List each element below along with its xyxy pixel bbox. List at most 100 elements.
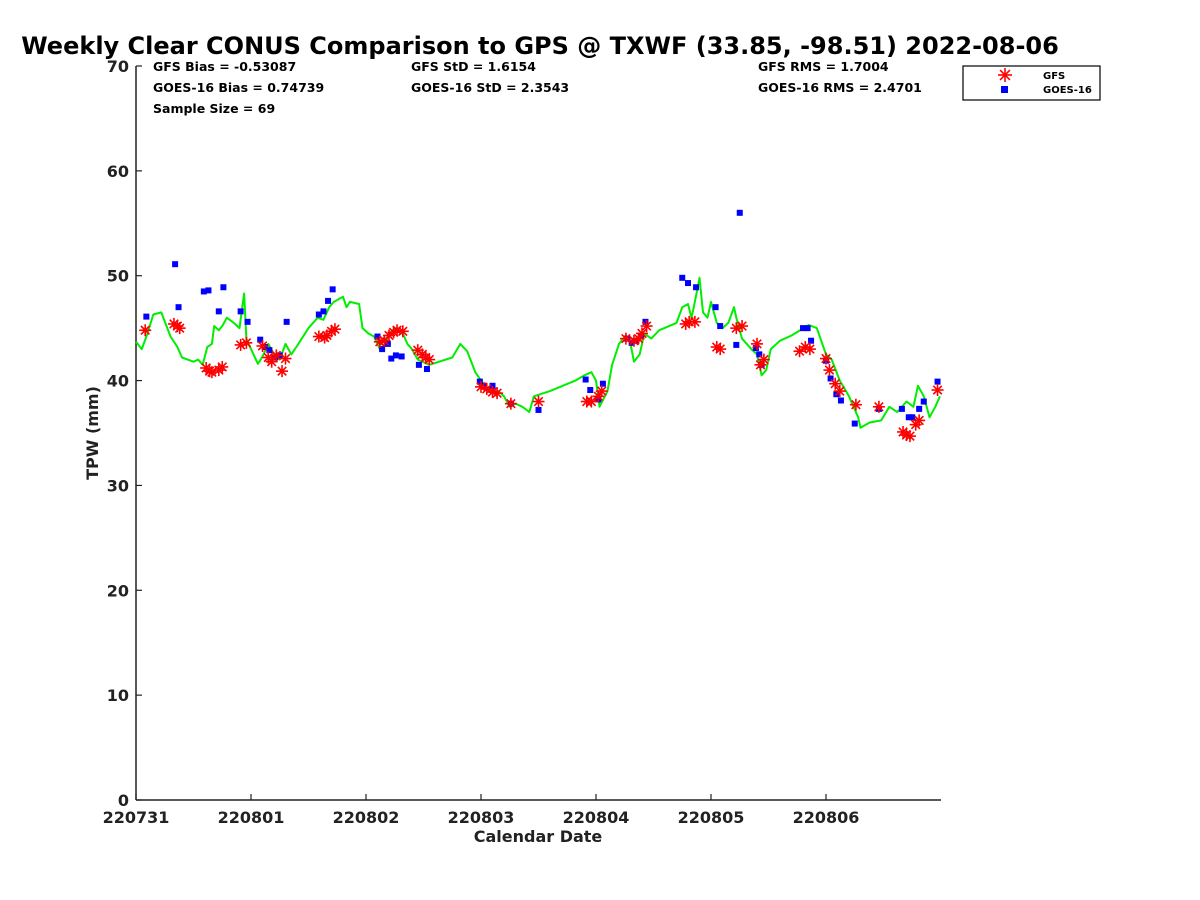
x-axis-label: Calendar Date [474, 827, 603, 846]
y-axis-label: TPW (mm) [83, 386, 102, 480]
goes-point [205, 287, 212, 294]
goes-point [920, 398, 927, 405]
gfs-point [833, 385, 846, 398]
goes-point [736, 209, 743, 216]
y-tick-label: 20 [107, 581, 129, 600]
goes-point [752, 345, 759, 352]
gfs-point [829, 377, 842, 390]
legend: GFS GOES-16 [962, 65, 1101, 101]
goes-point [587, 387, 594, 394]
goes-point [837, 397, 844, 404]
goes-point [693, 284, 700, 291]
x-tick-label: 220806 [793, 808, 860, 827]
goes-point [325, 297, 332, 304]
gfs-point [688, 315, 701, 328]
goes-point [415, 361, 422, 368]
gfs-point [913, 414, 926, 427]
goes-point [756, 351, 763, 358]
goes-point [642, 318, 649, 325]
gfs-point [849, 398, 862, 411]
gfs-point [823, 364, 836, 377]
goes-point [244, 318, 251, 325]
goes-point [143, 313, 150, 320]
legend-gfs-label: GFS [1043, 71, 1065, 82]
gfs-point [491, 387, 504, 400]
gfs-point [714, 343, 727, 356]
goes-point [283, 318, 290, 325]
gfs-point [373, 335, 386, 348]
goes-point [476, 378, 483, 385]
legend-box [962, 65, 1101, 101]
chart-title: Weekly Clear CONUS Comparison to GPS @ T… [21, 32, 1059, 60]
goes-point [916, 405, 923, 412]
goes-point [800, 325, 806, 332]
goes-point [679, 274, 686, 281]
plot-area: 0 10 20 30 40 50 60 70 220731 220801 220802 220803… [103, 57, 944, 827]
legend-asterisk-icon [998, 68, 1012, 82]
goes-point [898, 405, 905, 412]
x-tick-label: 220802 [333, 808, 400, 827]
series-layer [135, 209, 944, 443]
stat-goes-rms: GOES-16 RMS = 2.4701 [758, 80, 922, 95]
goes-point [582, 376, 589, 383]
gfs-point [216, 360, 229, 373]
gfs-point [903, 430, 916, 443]
x-tick-label: 220805 [678, 808, 745, 827]
goes-point [712, 304, 719, 311]
goes-point [599, 380, 606, 387]
goes-point [717, 323, 724, 330]
goes-point [172, 261, 179, 268]
gfs-point [757, 353, 770, 366]
goes-point [237, 308, 244, 315]
goes-point [175, 304, 182, 311]
x-ticks: 220731 220801 220802 220803 220804 220805 2208… [103, 794, 860, 827]
y-tick-label: 0 [118, 791, 129, 810]
gfs-point [139, 324, 152, 337]
goes-point [374, 333, 381, 340]
y-tick-label: 30 [107, 476, 129, 495]
legend-goes-marker [1001, 86, 1008, 93]
gfs-point [595, 385, 608, 398]
gfs-point [636, 327, 648, 340]
y-tick-label: 70 [107, 57, 129, 76]
y-ticks: 0 10 20 30 40 50 60 70 [107, 57, 142, 810]
stat-gfs-std: GFS StD = 1.6154 [411, 59, 536, 74]
gfs-point [504, 397, 517, 410]
goes-point [392, 352, 399, 359]
gfs-point [872, 400, 885, 413]
goes-point [379, 346, 386, 353]
stats-block: GFS Bias = -0.53087 GOES-16 Bias = 0.747… [153, 59, 922, 116]
goes-point [827, 375, 834, 382]
gfs-point [820, 352, 832, 365]
gfs-point [803, 343, 816, 356]
goes-point [315, 311, 322, 318]
gfs-point [270, 349, 283, 362]
gfs-point [279, 352, 292, 365]
goes-point [320, 308, 327, 315]
goes-point [398, 353, 405, 360]
goes-point [804, 325, 811, 332]
goes-point [423, 366, 430, 373]
goes-point [266, 347, 273, 354]
gfs-point [736, 320, 749, 333]
goes-point [215, 308, 222, 315]
x-tick-label: 220804 [563, 808, 630, 827]
gfs-point [640, 320, 653, 333]
legend-goes-label: GOES-16 [1043, 85, 1092, 96]
gfs-point [276, 365, 289, 378]
gfs-point [256, 339, 269, 352]
y-tick-label: 60 [107, 162, 129, 181]
goes-point [535, 406, 542, 413]
y-tick-label: 10 [107, 686, 129, 705]
x-tick-label: 220731 [103, 808, 170, 827]
goes-point [808, 337, 815, 344]
goes-point [733, 341, 740, 348]
goes-point [685, 280, 691, 287]
gfs-point [396, 325, 409, 338]
gfs-point [619, 332, 632, 345]
legend-gfs-marker [998, 68, 1012, 82]
goes-point [905, 414, 912, 421]
gfs-point [173, 322, 186, 335]
stat-goes-bias: GOES-16 Bias = 0.74739 [153, 80, 324, 95]
goes-point [388, 355, 395, 362]
